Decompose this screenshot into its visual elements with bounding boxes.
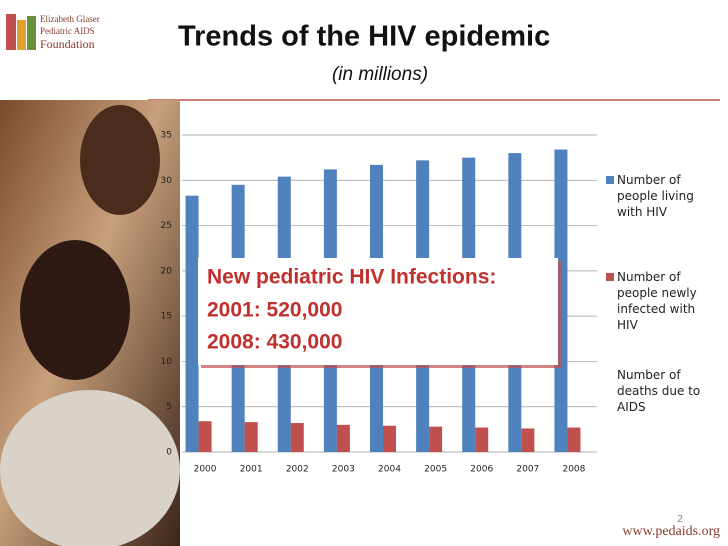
x-tick-label: 2006 xyxy=(470,465,493,475)
x-tick-label: 2003 xyxy=(332,465,355,475)
annotation-box: New pediatric HIV Infections: 2001: 520,… xyxy=(198,258,561,368)
bar xyxy=(383,425,396,452)
annotation: 2008: 430,000 xyxy=(207,331,342,354)
footer-url: www.pedaids.org xyxy=(622,524,720,539)
y-tick-label: 20 xyxy=(161,266,173,276)
logo-text: Foundation xyxy=(40,37,95,51)
bar xyxy=(336,424,350,452)
legend-label: Number of people newly infected with HIV xyxy=(617,270,697,332)
legend-swatch xyxy=(606,273,614,281)
photo-shape xyxy=(0,390,180,546)
legend-label: Number of people living with HIV xyxy=(617,173,694,219)
photo xyxy=(0,100,180,546)
x-tick-label: 2007 xyxy=(516,465,539,475)
chart-subtitle: (in millions) xyxy=(332,64,428,85)
logo: Elizabeth Glaser Pediatric AIDS Foundati… xyxy=(6,14,100,51)
photo-shape xyxy=(20,240,130,380)
bar xyxy=(290,423,304,452)
y-tick-label: 5 xyxy=(166,402,172,412)
bar xyxy=(244,422,258,452)
bar xyxy=(429,426,443,452)
photo-shape xyxy=(80,105,160,215)
y-tick-label: 30 xyxy=(161,176,173,186)
logo-icon xyxy=(6,14,16,50)
legend-label: Number of deaths due to AIDS xyxy=(617,368,700,414)
logo-text: Elizabeth Glaser xyxy=(40,14,100,24)
legend-swatch xyxy=(606,176,614,184)
annotation: New pediatric HIV Infections: xyxy=(207,266,496,289)
y-tick-label: 25 xyxy=(161,221,172,231)
x-tick-label: 2004 xyxy=(378,465,401,475)
logo-icon xyxy=(17,20,26,50)
bar xyxy=(185,195,199,452)
bar xyxy=(567,427,581,452)
x-tick-label: 2008 xyxy=(562,465,585,475)
x-tick-label: 2000 xyxy=(194,465,217,475)
bar xyxy=(198,421,212,452)
x-tick-label: 2005 xyxy=(424,465,447,475)
annotation-bg xyxy=(198,258,558,365)
y-tick-label: 15 xyxy=(161,312,172,322)
bar xyxy=(521,428,535,452)
y-tick-label: 35 xyxy=(161,131,172,141)
logo-icon xyxy=(27,16,36,50)
chart-title: Trends of the HIV epidemic xyxy=(178,21,550,53)
x-tick-label: 2002 xyxy=(286,465,309,475)
y-tick-label: 0 xyxy=(166,448,172,458)
logo-text: Pediatric AIDS xyxy=(40,26,95,36)
page-number: 2 xyxy=(677,514,683,525)
x-tick-label: 2001 xyxy=(240,465,263,475)
y-tick-label: 10 xyxy=(161,357,173,367)
bar xyxy=(475,427,489,452)
annotation: 2001: 520,000 xyxy=(207,299,342,322)
legend-swatch xyxy=(606,371,614,379)
